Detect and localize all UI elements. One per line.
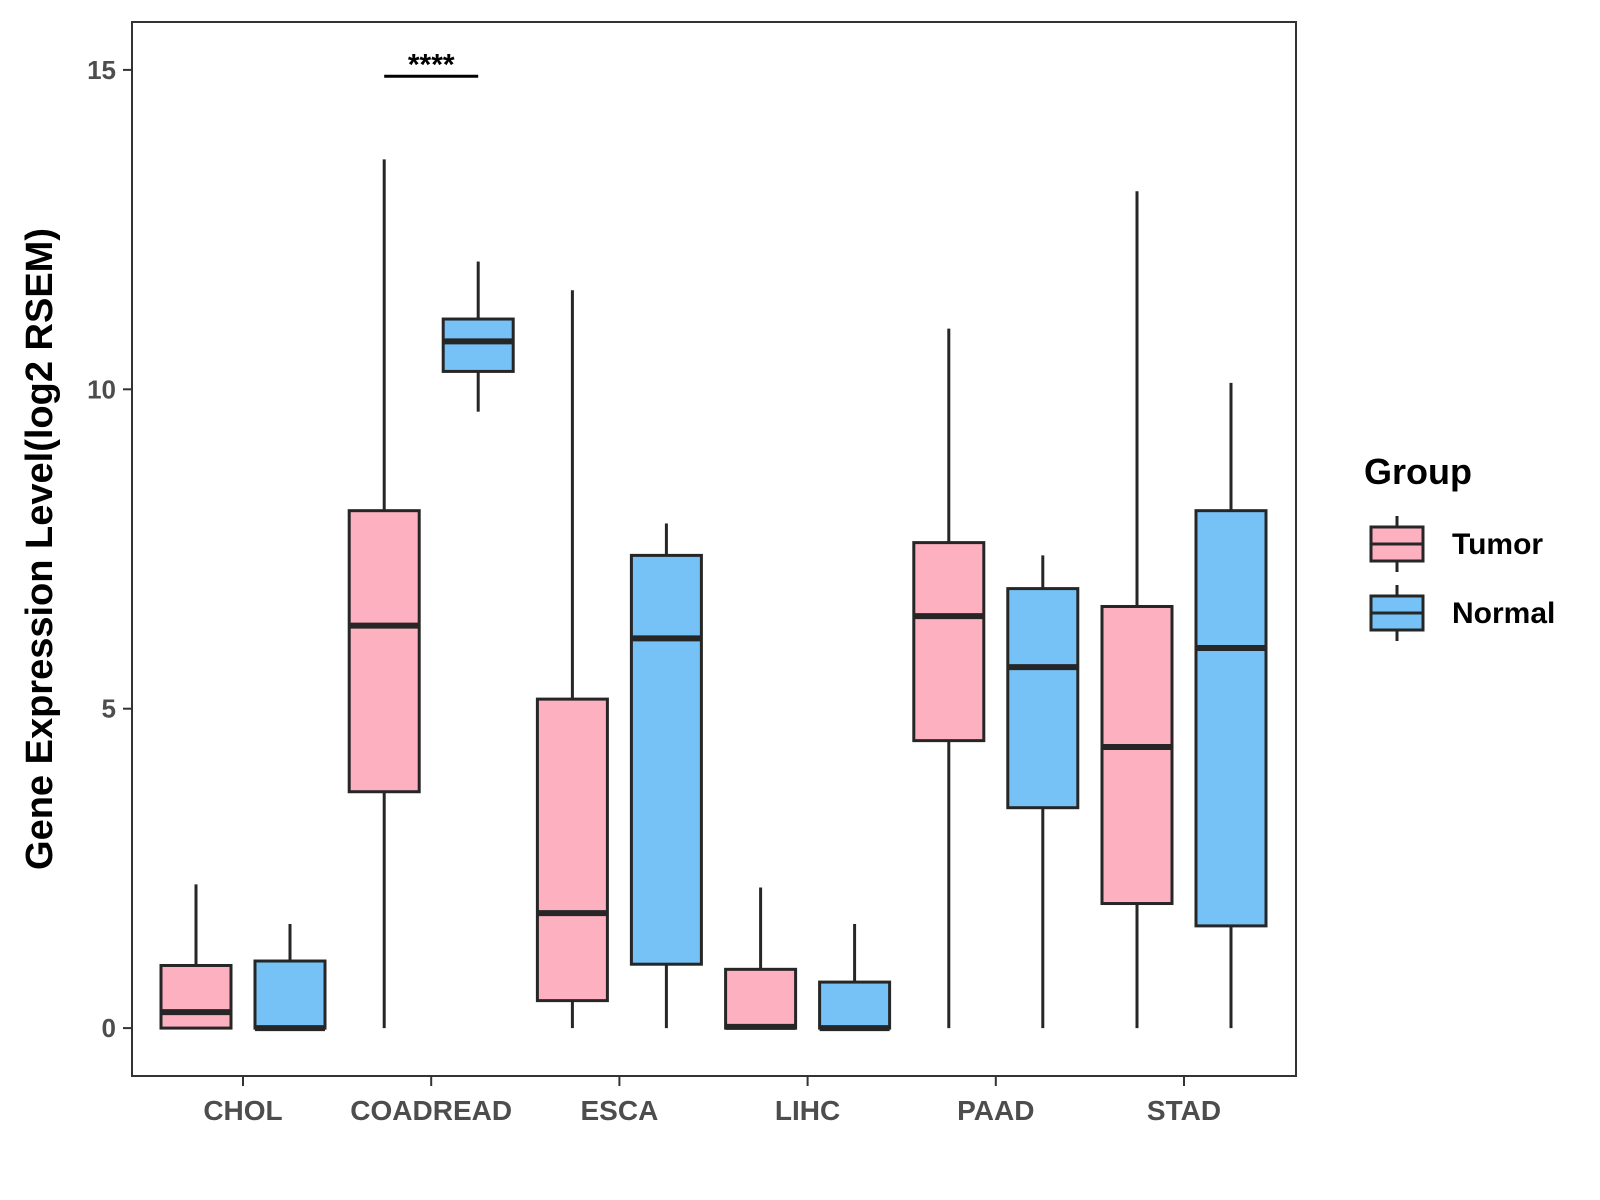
box-lihc-tumor bbox=[724, 887, 798, 1030]
box-coadread-tumor bbox=[347, 159, 421, 1029]
panel-border bbox=[131, 21, 1297, 1077]
y-axis-title: Gene Expression Level(log2 RSEM) bbox=[19, 228, 61, 870]
box-esca-normal bbox=[629, 523, 703, 1029]
plot-area: **** bbox=[159, 48, 1268, 1032]
legend-title: Group bbox=[1364, 451, 1472, 492]
iqr-box-esca-normal bbox=[629, 553, 703, 966]
x-tick-label-lihc: LIHC bbox=[775, 1095, 840, 1126]
box-esca-tumor bbox=[535, 290, 609, 1029]
x-axis: CHOL COADREAD ESCA LIHC PAAD STAD bbox=[203, 1076, 1221, 1126]
box-paad-normal bbox=[1006, 555, 1080, 1029]
y-tick-label: 15 bbox=[87, 55, 116, 85]
legend-label-normal: Normal bbox=[1452, 597, 1555, 630]
x-tick-label-stad: STAD bbox=[1147, 1095, 1221, 1126]
iqr-box-paad-normal bbox=[1006, 587, 1080, 810]
iqr-box-chol-normal bbox=[253, 959, 327, 1030]
iqr-box-stad-tumor bbox=[1100, 604, 1174, 906]
x-tick-label-coadread: COADREAD bbox=[350, 1095, 512, 1126]
iqr-box-paad-tumor bbox=[912, 541, 986, 743]
y-axis: 0 5 10 15 bbox=[87, 55, 132, 1043]
legend: Group Tumor Normal bbox=[1364, 451, 1555, 641]
iqr-box-coadread-tumor bbox=[347, 509, 421, 794]
iqr-box-lihc-normal bbox=[818, 980, 892, 1030]
iqr-box-stad-normal bbox=[1194, 509, 1268, 928]
y-tick-label: 0 bbox=[102, 1013, 116, 1043]
significance-label: **** bbox=[408, 48, 455, 81]
box-stad-normal bbox=[1194, 382, 1268, 1029]
x-tick-label-chol: CHOL bbox=[203, 1095, 282, 1126]
box-coadread-normal bbox=[441, 261, 515, 412]
iqr-box-lihc-tumor bbox=[724, 967, 798, 1030]
legend-label-tumor: Tumor bbox=[1452, 528, 1543, 561]
y-tick-label: 5 bbox=[102, 694, 116, 724]
box-paad-tumor bbox=[912, 328, 986, 1029]
box-lihc-normal bbox=[818, 923, 892, 1032]
iqr-box-chol-tumor bbox=[159, 963, 233, 1030]
x-tick-label-paad: PAAD bbox=[957, 1095, 1034, 1126]
iqr-box-esca-tumor bbox=[535, 697, 609, 1003]
legend-item-tumor: Tumor bbox=[1369, 516, 1543, 572]
box-chol-normal bbox=[253, 923, 327, 1032]
legend-item-normal: Normal bbox=[1369, 585, 1555, 641]
box-chol-tumor bbox=[159, 884, 233, 1030]
y-tick-label: 10 bbox=[87, 374, 116, 404]
iqr-box-coadread-normal bbox=[441, 317, 515, 373]
x-tick-label-esca: ESCA bbox=[581, 1095, 659, 1126]
box-stad-tumor bbox=[1100, 191, 1174, 1029]
